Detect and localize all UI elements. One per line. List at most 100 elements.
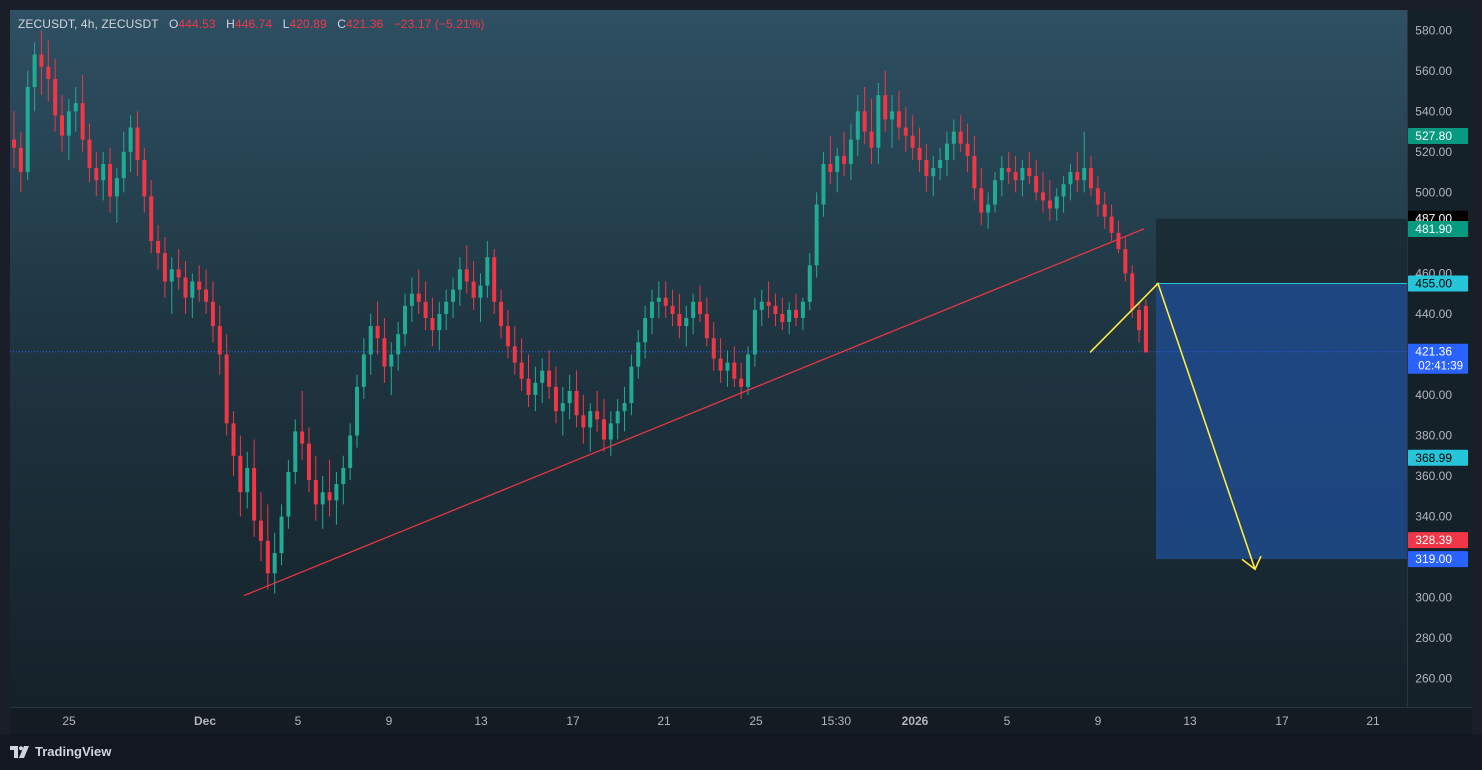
candle [162, 236, 167, 298]
candle-body [670, 305, 675, 314]
candle-body [519, 362, 524, 379]
candle-body [1075, 172, 1080, 181]
candle-body [286, 471, 291, 517]
candle-body [896, 111, 901, 128]
candle [1102, 192, 1107, 229]
candle [725, 350, 730, 387]
candle-body [1109, 216, 1114, 233]
candle-body [649, 301, 654, 318]
candle-body [142, 159, 147, 197]
candle-body [588, 411, 593, 428]
candle [835, 147, 840, 193]
price-badge [1408, 128, 1468, 145]
candle [313, 455, 318, 521]
candle-body [704, 313, 709, 339]
time-tick-label: 21 [1366, 714, 1380, 728]
candle-body [492, 257, 497, 302]
candle [1137, 301, 1142, 343]
candle-body [46, 66, 51, 79]
candle [821, 151, 826, 217]
candle [903, 107, 908, 152]
candle-body [128, 127, 133, 152]
candle [553, 366, 558, 424]
candle-body [437, 313, 442, 331]
candle [403, 293, 408, 347]
candle [1006, 151, 1011, 185]
candle [32, 42, 37, 112]
candle-body [416, 293, 421, 302]
candle [807, 253, 812, 310]
candle [1041, 172, 1045, 213]
candle [512, 326, 517, 375]
price-tick-label: 500.00 [1415, 185, 1452, 199]
candle [341, 455, 346, 505]
candle-body [794, 309, 799, 318]
candle [382, 317, 387, 383]
candle [670, 289, 675, 327]
candle [1054, 188, 1059, 221]
candle-body [677, 313, 682, 327]
candle-body [622, 403, 627, 412]
candle [66, 99, 71, 160]
candle-body [279, 516, 284, 554]
price-tick-label: 440.00 [1415, 307, 1452, 321]
candle-body [94, 168, 99, 181]
tradingview-logo-text: TradingView [35, 744, 112, 759]
candle [773, 293, 778, 327]
candle-body [327, 492, 332, 501]
candle [1068, 163, 1073, 201]
candle-body [1082, 168, 1087, 181]
tradingview-logo-icon [10, 745, 29, 758]
time-tick-label: 5 [1004, 714, 1011, 728]
candle-body [1006, 168, 1011, 173]
legend-separator: , [74, 17, 81, 31]
time-tick-label: 9 [1095, 714, 1102, 728]
candle [711, 322, 716, 371]
candle-body [39, 54, 44, 67]
candle-body [581, 415, 586, 428]
candle [992, 172, 997, 213]
price-badge-label: 455.00 [1415, 277, 1452, 291]
candle [732, 346, 737, 387]
candle-body [595, 411, 600, 420]
candle [1034, 159, 1039, 201]
stop-loss-zone [1156, 218, 1407, 284]
legend-symbol[interactable]: ZECUSDT [18, 17, 75, 31]
candle [876, 82, 881, 164]
price-badge-label: 527.80 [1415, 129, 1452, 143]
candle [910, 115, 915, 160]
candle-body [197, 281, 202, 290]
legend-low-label: L [282, 17, 290, 31]
candle-body [1137, 309, 1142, 331]
bottom-bar [0, 734, 1482, 770]
candle [615, 399, 620, 440]
candle-body [828, 163, 833, 173]
candle [1082, 131, 1087, 193]
candle-body [739, 378, 744, 387]
candle-body [1123, 249, 1128, 274]
candle-body [210, 301, 215, 327]
tradingview-logo[interactable]: TradingView [10, 744, 111, 759]
candle [883, 70, 888, 132]
candle-body [382, 338, 387, 367]
candle-body [252, 467, 257, 521]
candle-body [869, 131, 874, 148]
candle [327, 459, 332, 517]
time-axis[interactable] [10, 707, 1472, 735]
candle-body [389, 354, 394, 367]
candle [560, 386, 565, 436]
candle [142, 147, 147, 213]
candle-body [807, 265, 812, 302]
support-trendline [243, 228, 1145, 597]
candle [334, 471, 339, 525]
candle-body [485, 257, 490, 286]
candle-body [464, 269, 469, 282]
candle-body [608, 423, 613, 440]
candle [252, 439, 257, 537]
time-tick-label: 21 [657, 714, 671, 728]
candle-body [759, 301, 764, 310]
candle-body [162, 253, 167, 282]
candle-body [656, 297, 661, 302]
candle-body [25, 86, 30, 173]
